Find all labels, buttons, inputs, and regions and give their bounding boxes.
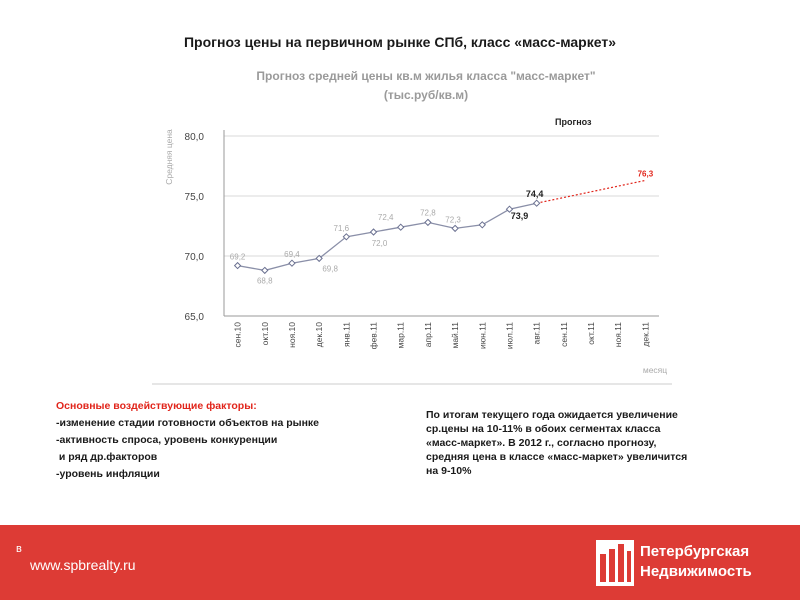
footer-bar: в www.spbrealty.ru Петербургская Недвижи… <box>0 525 800 600</box>
data-label: 73,9 <box>511 211 529 221</box>
x-tick-label: дек.11 <box>640 322 650 347</box>
y-tick-label: 75,0 <box>185 192 205 203</box>
summary-line: средняя цена в классе «масс-маркет» увел… <box>426 451 688 463</box>
chart-subtitle: (тыс.руб/кв.м) <box>384 88 468 102</box>
y-tick-label: 70,0 <box>185 252 205 263</box>
y-tick-label: 65,0 <box>185 312 205 323</box>
x-tick-label: фев.11 <box>369 322 379 350</box>
forecast-data-label: 76,3 <box>638 169 654 178</box>
x-tick-label: янв.11 <box>341 322 351 347</box>
data-point <box>369 228 378 236</box>
series-line-forecast <box>536 179 646 204</box>
data-label: 72,0 <box>372 239 388 248</box>
x-tick-label: май.11 <box>450 322 460 349</box>
factors-heading: Основные воздействующие факторы: <box>56 400 257 412</box>
x-tick-label: сен.11 <box>559 322 569 347</box>
x-tick-label: мар.11 <box>396 322 406 349</box>
x-tick-label: окт.10 <box>260 322 270 346</box>
x-tick-label: июн.11 <box>477 322 487 349</box>
data-label: 72,4 <box>378 213 394 222</box>
data-point <box>288 259 296 267</box>
website-link[interactable]: www.spbrealty.ru <box>30 557 136 573</box>
data-point <box>424 218 432 227</box>
data-point <box>451 224 459 233</box>
data-point <box>315 254 323 263</box>
summary-line: По итогам текущего года ожидается увелич… <box>426 409 678 421</box>
data-point <box>261 266 269 275</box>
data-point <box>505 205 514 213</box>
chart-title: Прогноз средней цены кв.м жилья класса "… <box>256 69 595 83</box>
factors-block: Основные воздействующие факторы: -измене… <box>56 398 406 483</box>
slide-title: Прогноз цены на первичном рынке СПб, кла… <box>183 34 616 50</box>
data-label: 72,8 <box>420 208 436 217</box>
data-label: 71,6 <box>334 224 350 233</box>
summary-block: По итогам текущего года ожидается увелич… <box>426 408 766 478</box>
x-tick-label: ноя.11 <box>613 322 623 347</box>
summary-line: на 9-10% <box>426 465 472 477</box>
x-tick-label: апр.11 <box>423 322 433 348</box>
y-axis-label: Средняя цена <box>164 129 174 185</box>
data-label: 69,4 <box>284 250 300 259</box>
summary-line: ср.цены на 10-11% в обоих сегментах клас… <box>426 423 661 435</box>
factor-item: -активность спроса, уровень конкуренции <box>56 434 278 446</box>
factor-item: -уровень инфляции <box>56 468 160 480</box>
price-forecast-chart: Прогноз средней цены кв.м жилья класса "… <box>152 69 672 385</box>
data-label: 69,2 <box>230 253 246 262</box>
data-label: 72,3 <box>445 215 461 224</box>
x-tick-label: июл.11 <box>504 322 514 349</box>
x-tick-label: сен.10 <box>233 322 243 348</box>
data-label: 68,8 <box>257 276 273 285</box>
data-label: 74,4 <box>526 189 544 199</box>
logo-line-1: Петербургская <box>640 543 750 560</box>
x-tick-label: окт.11 <box>586 322 596 345</box>
x-tick-label: дек.10 <box>314 322 324 347</box>
data-point <box>233 261 242 270</box>
data-point <box>397 223 405 231</box>
series-line-actual <box>237 202 537 272</box>
factor-item: -изменение стадии готовности объектов на… <box>56 417 320 429</box>
factor-item: и ряд др.факторов <box>56 451 158 463</box>
data-point <box>478 221 486 229</box>
footer-bullet: в <box>16 543 22 555</box>
y-tick-label: 80,0 <box>185 132 205 143</box>
x-tick-label: авг.11 <box>532 322 542 345</box>
legend-label: Прогноз <box>555 117 592 127</box>
company-logo-text: Петербургская Недвижимость <box>640 542 752 582</box>
company-logo-icon <box>596 540 634 586</box>
data-label: 69,8 <box>322 264 338 273</box>
x-tick-label: ноя.10 <box>287 322 297 348</box>
x-axis-label: месяц <box>643 365 667 375</box>
logo-line-2: Недвижимость <box>640 563 752 580</box>
data-point <box>532 199 541 207</box>
summary-line: «масс-маркет». В 2012 г., согласно прогн… <box>426 437 657 449</box>
data-point <box>342 233 351 241</box>
